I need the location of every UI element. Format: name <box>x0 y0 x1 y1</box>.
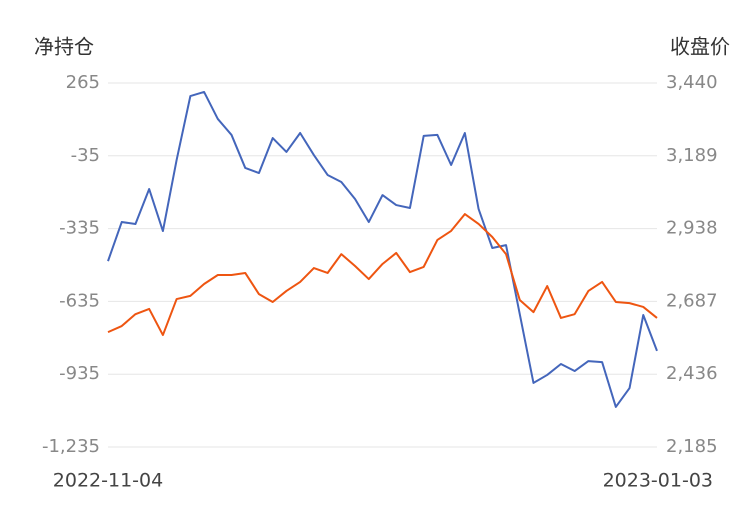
line-series <box>107 213 658 337</box>
line-series <box>107 90 658 408</box>
y-tick-label: -1,235 <box>42 436 100 457</box>
y2-tick-label: 2,436 <box>666 363 718 384</box>
y2-tick-label: 2,185 <box>666 436 718 457</box>
y-tick-label: -635 <box>59 290 100 311</box>
y-tick-label: -335 <box>59 218 100 239</box>
y2-tick-label: 2,687 <box>666 290 718 311</box>
y-tick-label: -35 <box>71 145 100 166</box>
y2-tick-label: 3,440 <box>666 72 718 93</box>
x-tick-label: 2022-11-04 <box>53 470 163 492</box>
x-tick-label: 2023-01-03 <box>603 470 713 492</box>
y2-tick-label: 2,938 <box>666 218 718 239</box>
y-tick-label: 265 <box>66 72 100 93</box>
y2-tick-label: 3,189 <box>666 145 718 166</box>
y-tick-label: -935 <box>59 363 100 384</box>
y-axis-title: 净持仓 <box>34 35 94 59</box>
y2-axis-title: 收盘价 <box>670 35 730 59</box>
